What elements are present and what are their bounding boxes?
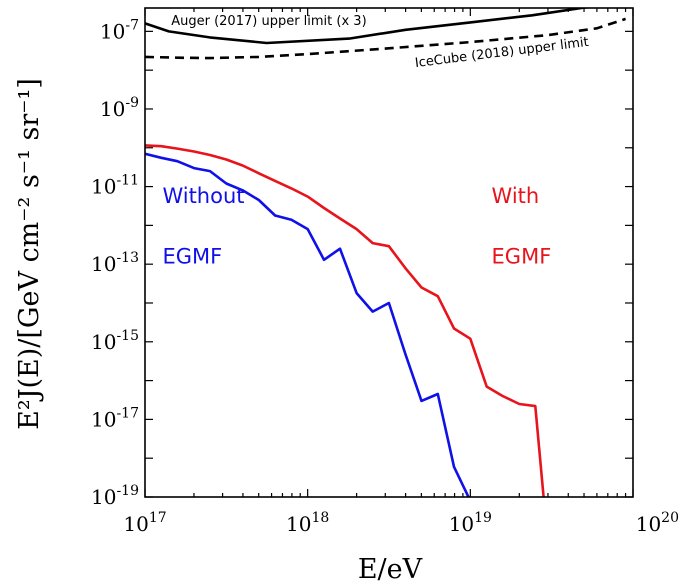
x-tick-label: 1020 — [636, 510, 679, 536]
plot-annotations: Auger (2017) upper limit (x 3) IceCube (2… — [162, 14, 589, 268]
series-line-1 — [145, 8, 595, 45]
x-tick-label: 1017 — [123, 510, 166, 536]
plot-curves — [145, 8, 627, 497]
plot-frame — [144, 7, 634, 498]
x-tick-label: 1019 — [449, 510, 492, 536]
y-tick-label: 10-19 — [91, 483, 139, 509]
annotation-5: With — [492, 184, 540, 208]
series-line-3 — [145, 144, 547, 497]
annotation-2: IceCube (2018) upper limit — [414, 35, 589, 71]
y-tick-label: 10-15 — [91, 328, 139, 354]
annotation-1: Auger (2017) upper limit (x 3) — [171, 14, 366, 29]
annotation-4: EGMF — [162, 244, 222, 268]
y-tick-label: 10-11 — [91, 173, 139, 199]
y-axis-label: E²J(E)/[GeV cm⁻² s⁻¹ sr⁻¹] — [14, 78, 45, 430]
ticks: 1017 1018 1019 1020 10-19 10-17 10-15 10-13 10-1… — [91, 8, 679, 536]
series-line-2 — [145, 17, 627, 60]
y-tick-label: 10-7 — [100, 17, 139, 43]
x-axis-label: E/eV — [358, 554, 423, 585]
annotation-6: EGMF — [492, 244, 552, 268]
y-tick-label: 10-13 — [91, 250, 139, 276]
annotation-3: Without — [162, 184, 244, 208]
axes-frame — [144, 7, 634, 498]
y-tick-label: 10-17 — [91, 405, 139, 431]
x-tick-label: 1018 — [286, 510, 329, 536]
y-tick-label: 10-9 — [100, 95, 139, 121]
series-line-4 — [145, 152, 470, 497]
